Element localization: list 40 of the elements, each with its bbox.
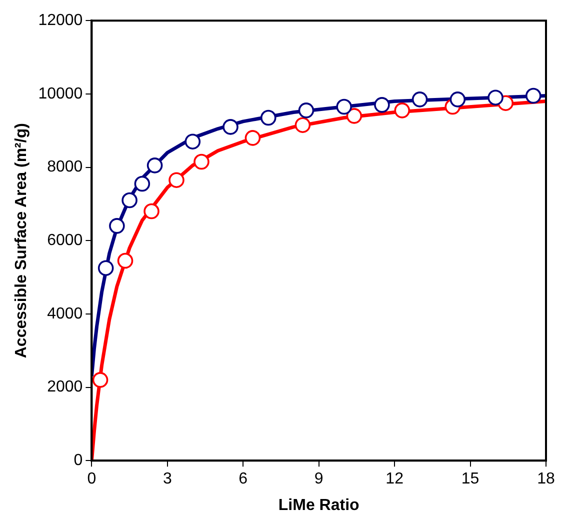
- y-tick-label: 6000: [47, 232, 83, 250]
- y-tick-label: 4000: [47, 305, 83, 322]
- point: [117, 252, 134, 269]
- point: [294, 117, 311, 133]
- point: [394, 102, 410, 118]
- point: [450, 92, 466, 108]
- point: [194, 154, 210, 170]
- point: [260, 110, 276, 126]
- x-tick-label: 0: [87, 470, 96, 488]
- point: [98, 260, 114, 276]
- point: [144, 203, 160, 220]
- point: [525, 88, 542, 104]
- point: [244, 130, 261, 146]
- point: [92, 372, 108, 388]
- x-tick-label: 15: [461, 470, 480, 488]
- y-tick-label: 12000: [38, 12, 83, 30]
- y-axis-title: Accessible Surface Area (m²/g): [13, 123, 30, 358]
- x-tick-label: 18: [537, 470, 555, 488]
- point: [222, 119, 238, 135]
- x-tick-label: 9: [314, 470, 324, 488]
- point: [336, 98, 352, 115]
- x-tick-label: 3: [162, 470, 172, 488]
- point: [298, 102, 314, 118]
- point: [184, 134, 201, 150]
- point: [168, 172, 184, 188]
- x-axis-title: LiMe Ratio: [278, 496, 360, 514]
- point: [109, 218, 125, 234]
- point: [488, 90, 504, 106]
- point: [412, 92, 428, 108]
- y-tick-label: 0: [74, 452, 83, 470]
- x-tick-label: 6: [238, 470, 248, 488]
- point: [374, 97, 390, 113]
- point: [134, 176, 150, 192]
- y-tick-label: 8000: [47, 158, 83, 176]
- point: [146, 158, 163, 174]
- y-tick-label: 2000: [47, 378, 83, 396]
- point: [346, 108, 362, 124]
- point: [122, 192, 138, 208]
- x-tick-label: 12: [386, 470, 404, 488]
- y-tick-label: 10000: [38, 85, 83, 102]
